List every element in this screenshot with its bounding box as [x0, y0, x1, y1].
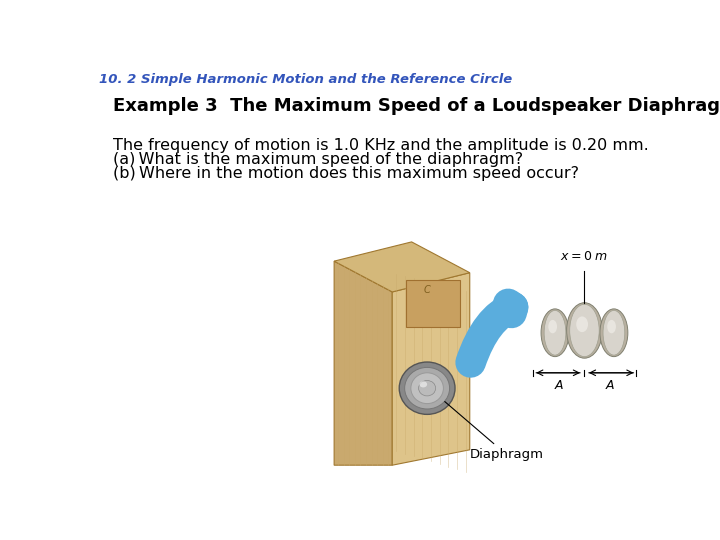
Polygon shape [334, 261, 392, 465]
Text: Example 3  The Maximum Speed of a Loudspeaker Diaphragm: Example 3 The Maximum Speed of a Loudspe… [113, 97, 720, 115]
Ellipse shape [549, 320, 557, 333]
Text: A: A [606, 379, 615, 392]
Ellipse shape [567, 303, 602, 358]
Ellipse shape [541, 309, 569, 356]
Text: (a) What is the maximum speed of the diaphragm?: (a) What is the maximum speed of the dia… [113, 152, 523, 167]
Ellipse shape [405, 367, 449, 409]
Text: The frequency of motion is 1.0 KHz and the amplitude is 0.20 mm.: The frequency of motion is 1.0 KHz and t… [113, 138, 649, 153]
Ellipse shape [570, 304, 599, 356]
Ellipse shape [603, 310, 625, 355]
Ellipse shape [399, 362, 455, 414]
Text: C: C [424, 285, 431, 295]
Ellipse shape [576, 316, 588, 332]
Polygon shape [392, 273, 469, 465]
Ellipse shape [600, 309, 628, 356]
Text: (b) Where in the motion does this maximum speed occur?: (b) Where in the motion does this maximu… [113, 166, 580, 181]
Text: $x = 0$ m: $x = 0$ m [560, 251, 608, 264]
Ellipse shape [419, 381, 427, 387]
Ellipse shape [411, 373, 444, 403]
Ellipse shape [607, 320, 616, 333]
Polygon shape [406, 280, 461, 327]
Ellipse shape [544, 310, 566, 355]
Ellipse shape [418, 381, 436, 396]
Text: A: A [554, 379, 563, 392]
Text: Diaphragm: Diaphragm [445, 402, 544, 461]
Text: 10. 2 Simple Harmonic Motion and the Reference Circle: 10. 2 Simple Harmonic Motion and the Ref… [99, 72, 513, 85]
Polygon shape [334, 242, 469, 292]
